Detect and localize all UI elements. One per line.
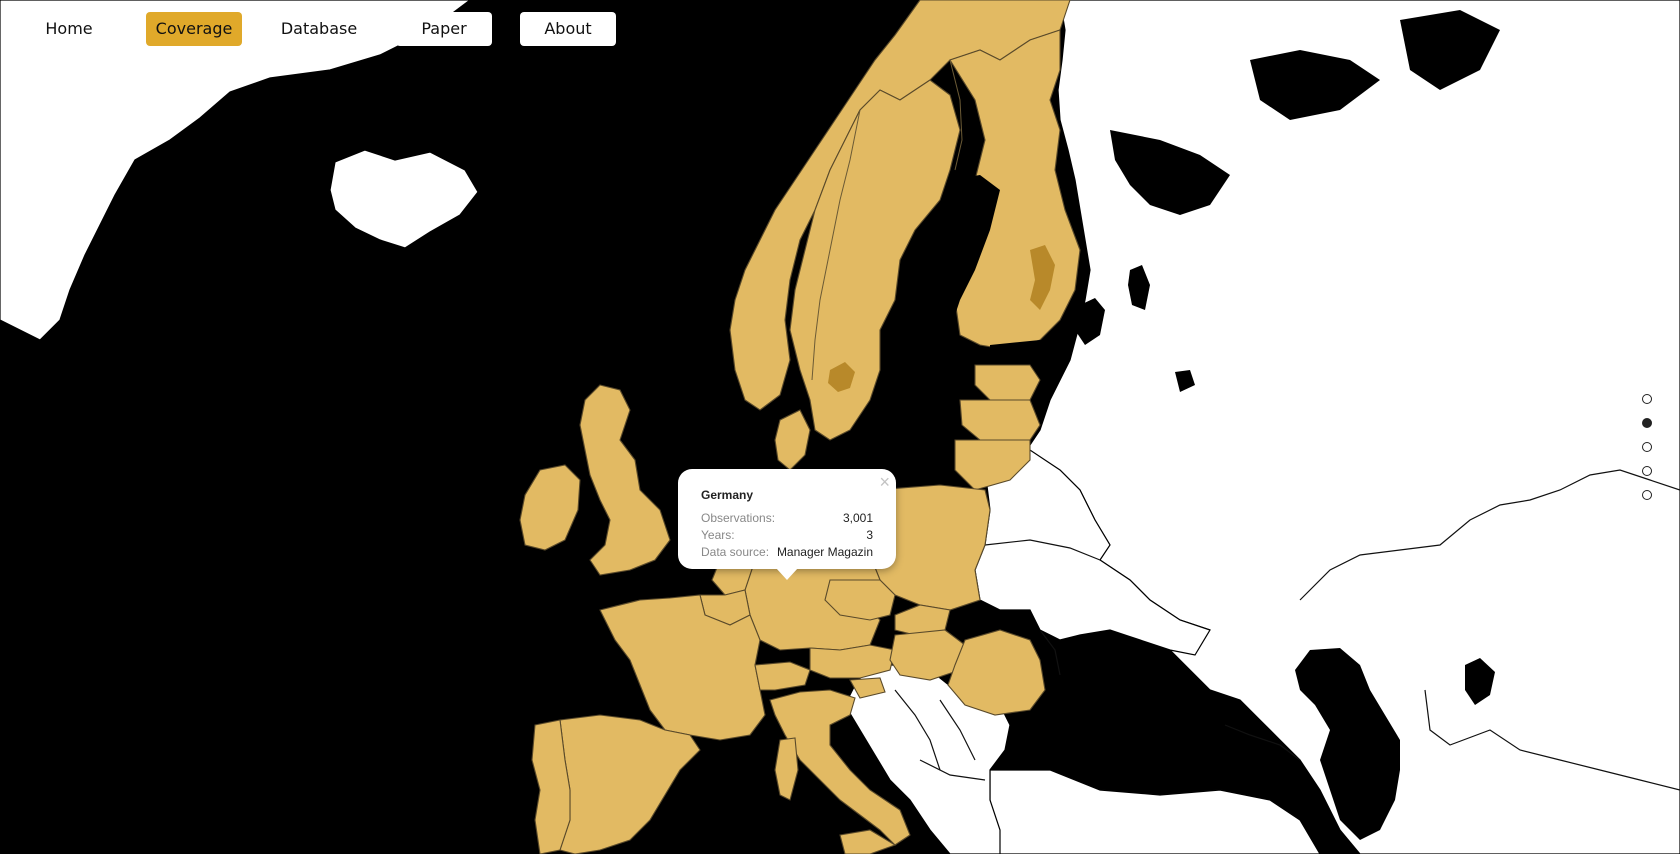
baltic-sea (850, 380, 945, 475)
region-sardinia[interactable] (774, 737, 799, 801)
nav-paper-button[interactable]: Paper (396, 12, 492, 46)
border-belarus-ukraine-inner (984, 539, 1101, 561)
pager-dot[interactable] (1642, 490, 1652, 500)
border-balkans-2 (939, 699, 976, 761)
border-balkans-3 (919, 759, 986, 781)
section-pager (1640, 390, 1654, 500)
lake-vanern (828, 362, 855, 392)
aral-sea (1465, 658, 1495, 705)
close-icon[interactable]: × (879, 472, 890, 492)
black-sea (1035, 665, 1225, 770)
region-spain[interactable] (559, 714, 701, 854)
sea-of-azov (1130, 648, 1175, 672)
country-popup: × Germany Observations: 3,001 Years: 3 D… (678, 469, 896, 569)
gulf-of-finland (990, 340, 1070, 365)
border-moldova (1039, 629, 1061, 676)
finnish-lakes (1030, 245, 1055, 310)
region-lithuania[interactable] (954, 439, 1031, 491)
region-united-kingdom[interactable] (579, 384, 671, 576)
popup-key: Observations: (701, 511, 776, 525)
kara-sea-inlet (1400, 10, 1500, 90)
region-switzerland[interactable] (754, 661, 811, 691)
rybinsk-reservoir (1175, 370, 1195, 392)
pager-dot[interactable] (1642, 466, 1652, 476)
border-kazakhstan-uzbekistan (1424, 689, 1680, 791)
border-russia-kazakhstan (1299, 469, 1680, 601)
region-ireland[interactable] (519, 464, 581, 551)
greenland-landmass (0, 0, 471, 341)
region-sweden[interactable] (789, 79, 961, 441)
border-caucasus (1224, 724, 1301, 761)
region-sicily[interactable] (839, 829, 897, 854)
border-balkans-1 (894, 689, 941, 771)
nav-database-button[interactable]: Database (280, 19, 358, 38)
region-portugal[interactable] (531, 719, 571, 854)
region-slovenia[interactable] (849, 677, 886, 699)
region-estonia[interactable] (974, 364, 1041, 401)
top-navigation: Home Coverage Database Paper About (0, 0, 640, 60)
region-latvia[interactable] (959, 399, 1041, 441)
popup-value: 3 (866, 528, 873, 542)
region-hungary[interactable] (889, 629, 966, 681)
popup-value: 3,001 (842, 511, 873, 525)
popup-title: Germany (701, 488, 754, 502)
region-italy[interactable] (769, 689, 911, 846)
region-denmark[interactable] (774, 409, 811, 471)
gulf-of-bothnia (895, 175, 1000, 380)
caspian-sea (1295, 648, 1400, 840)
popup-key: Data source: (701, 545, 770, 559)
pager-dot-active[interactable] (1642, 418, 1652, 428)
iceland-landmass (329, 149, 479, 249)
nav-coverage-button[interactable]: Coverage (146, 12, 242, 46)
white-sea (1110, 130, 1230, 215)
lake-ladoga (1075, 298, 1105, 345)
popup-row-data-source: Data source: Manager Magazin (701, 545, 873, 561)
turkey-landmass (989, 769, 1321, 854)
border-gold-sweden-finland (949, 59, 963, 171)
lake-onega (1128, 265, 1150, 310)
popup-pointer (776, 568, 798, 580)
pager-dot[interactable] (1642, 442, 1652, 452)
nav-home-button[interactable]: Home (45, 19, 93, 38)
border-gold-scandinavia (811, 109, 861, 381)
region-czechia[interactable] (824, 579, 896, 621)
region-austria[interactable] (809, 644, 896, 679)
popup-value: Manager Magazin (776, 545, 873, 559)
region-france[interactable] (599, 594, 766, 741)
nav-about-button[interactable]: About (520, 12, 616, 46)
region-romania[interactable] (947, 629, 1046, 716)
popup-row-years: Years: 3 (701, 528, 873, 544)
barents-sea-inlet (1250, 50, 1380, 120)
popup-key: Years: (701, 528, 735, 542)
popup-row-observations: Observations: 3,001 (701, 511, 873, 527)
pager-dot[interactable] (1642, 394, 1652, 404)
